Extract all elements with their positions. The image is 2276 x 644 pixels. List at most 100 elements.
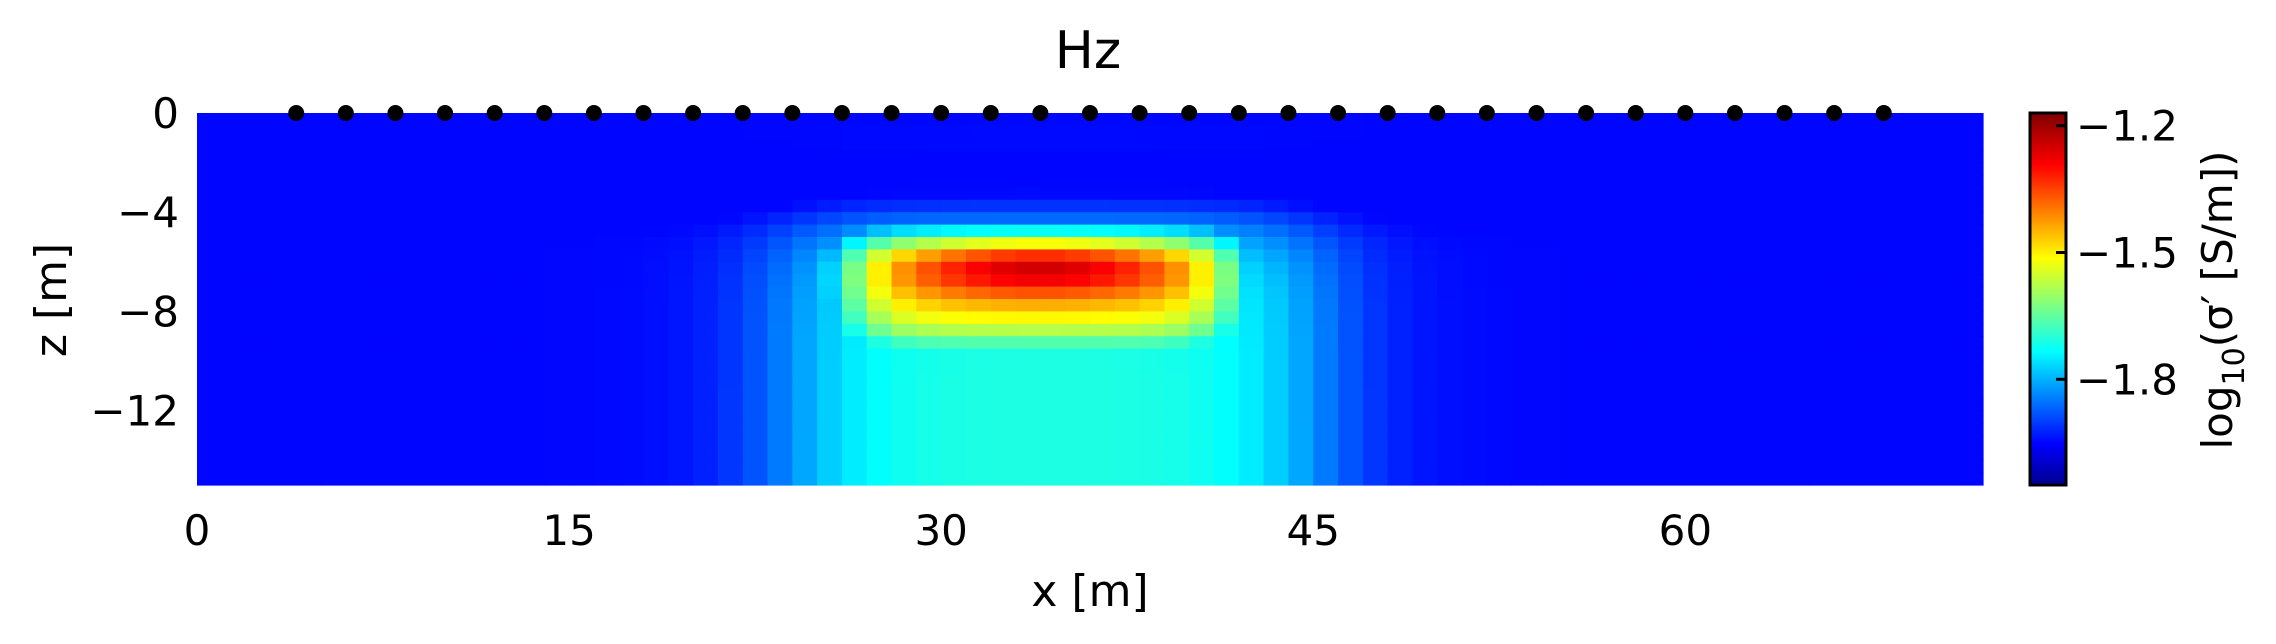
heatmap-cell <box>1561 125 1587 139</box>
heatmap-cell <box>990 385 1017 399</box>
heatmap-cell <box>1561 199 1587 213</box>
heatmap-cell <box>1883 237 1910 250</box>
heatmap-cell <box>1313 398 1339 412</box>
heatmap-cell <box>767 323 793 337</box>
heatmap-cell <box>1288 224 1314 238</box>
heatmap-cell <box>1809 150 1835 164</box>
heatmap-cell <box>1660 175 1686 188</box>
heatmap-cell <box>296 323 322 337</box>
heatmap-cell <box>321 423 347 436</box>
heatmap-cell <box>1065 311 1091 325</box>
heatmap-cell <box>271 137 297 151</box>
heatmap-cell <box>1958 224 1984 238</box>
receiver-point <box>1131 105 1148 121</box>
heatmap-cell <box>841 286 868 300</box>
heatmap-cell <box>519 348 545 362</box>
heatmap-cell <box>990 286 1017 300</box>
heatmap-cell <box>817 336 843 350</box>
heatmap-cell <box>1462 336 1488 350</box>
heatmap-cell <box>767 435 793 449</box>
heatmap-cell <box>1710 249 1736 263</box>
heatmap-cell <box>1164 274 1190 288</box>
heatmap-cell <box>693 447 719 461</box>
heatmap-cell <box>1263 447 1290 461</box>
heatmap-cell <box>246 410 273 424</box>
heatmap-cell <box>569 261 595 275</box>
heatmap-cell <box>841 447 868 461</box>
heatmap-cell <box>1660 199 1686 213</box>
heatmap-cell <box>1610 237 1637 250</box>
receiver-point <box>833 105 850 121</box>
heatmap-cell <box>1660 323 1686 337</box>
heatmap-cell <box>593 336 620 350</box>
receiver-point <box>933 105 950 121</box>
heatmap-cell <box>1164 199 1190 213</box>
heatmap-cell <box>1834 336 1860 350</box>
heatmap-cell <box>1511 212 1538 226</box>
heatmap-cell <box>1784 311 1810 325</box>
heatmap-cell <box>1362 323 1389 337</box>
heatmap-cell <box>817 261 843 275</box>
heatmap-cell <box>668 447 694 461</box>
heatmap-cell <box>916 299 942 312</box>
heatmap-cell <box>965 150 992 164</box>
heatmap-cell <box>1114 311 1141 325</box>
heatmap-cell <box>990 162 1017 176</box>
heatmap-cell <box>767 311 793 325</box>
heatmap-cell <box>1759 261 1786 275</box>
heatmap-cell <box>1238 125 1265 139</box>
heatmap-cell <box>1437 447 1463 461</box>
heatmap-cell <box>693 361 719 374</box>
heatmap-cell <box>1090 336 1116 350</box>
receiver-point <box>486 105 503 121</box>
heatmap-cell <box>221 323 248 337</box>
heatmap-cell <box>469 398 496 412</box>
heatmap-cell <box>1387 187 1414 201</box>
heatmap-cell <box>1759 125 1786 139</box>
heatmap-cell <box>1933 323 1959 337</box>
heatmap-cell <box>1610 150 1637 164</box>
heatmap-cell <box>1090 410 1116 424</box>
heatmap-cell <box>1338 274 1364 288</box>
heatmap-cell <box>1734 299 1761 312</box>
heatmap-cell <box>1511 125 1538 139</box>
heatmap-cell <box>618 175 645 188</box>
heatmap-cell <box>321 286 347 300</box>
heatmap-cell <box>1338 410 1364 424</box>
heatmap-cell <box>1238 373 1265 387</box>
heatmap-cell <box>345 162 372 176</box>
heatmap-cell <box>246 336 273 350</box>
heatmap-cell <box>1437 385 1463 399</box>
heatmap-cell <box>1338 373 1364 387</box>
heatmap-cell <box>420 175 446 188</box>
heatmap-cell <box>618 261 645 275</box>
heatmap-cell <box>494 460 521 474</box>
heatmap-cell <box>1858 472 1885 486</box>
heatmap-cell <box>1908 423 1934 436</box>
heatmap-cell <box>1511 361 1538 374</box>
heatmap-cell <box>965 435 992 449</box>
heatmap-cell <box>1338 435 1364 449</box>
heatmap-cell <box>1238 137 1265 151</box>
heatmap-cell <box>296 125 322 139</box>
heatmap-cell <box>916 423 942 436</box>
heatmap-cell <box>494 385 521 399</box>
heatmap-cell <box>866 447 893 461</box>
heatmap-cell <box>1883 336 1910 350</box>
heatmap-cell <box>1015 410 1041 424</box>
receiver-point <box>685 105 702 121</box>
heatmap-cell <box>866 137 893 151</box>
heatmap-cell <box>1437 261 1463 275</box>
heatmap-cell <box>1486 274 1513 288</box>
heatmap-cell <box>1511 249 1538 263</box>
heatmap-cell <box>941 460 967 474</box>
heatmap-cell <box>1486 199 1513 213</box>
heatmap-cell <box>643 336 669 350</box>
heatmap-cell <box>197 113 223 126</box>
heatmap-cell <box>519 472 545 486</box>
heatmap-cell <box>1189 336 1215 350</box>
receiver-point <box>982 105 999 121</box>
heatmap-cell <box>1313 435 1339 449</box>
heatmap-cell <box>841 237 868 250</box>
heatmap-cell <box>1114 385 1141 399</box>
